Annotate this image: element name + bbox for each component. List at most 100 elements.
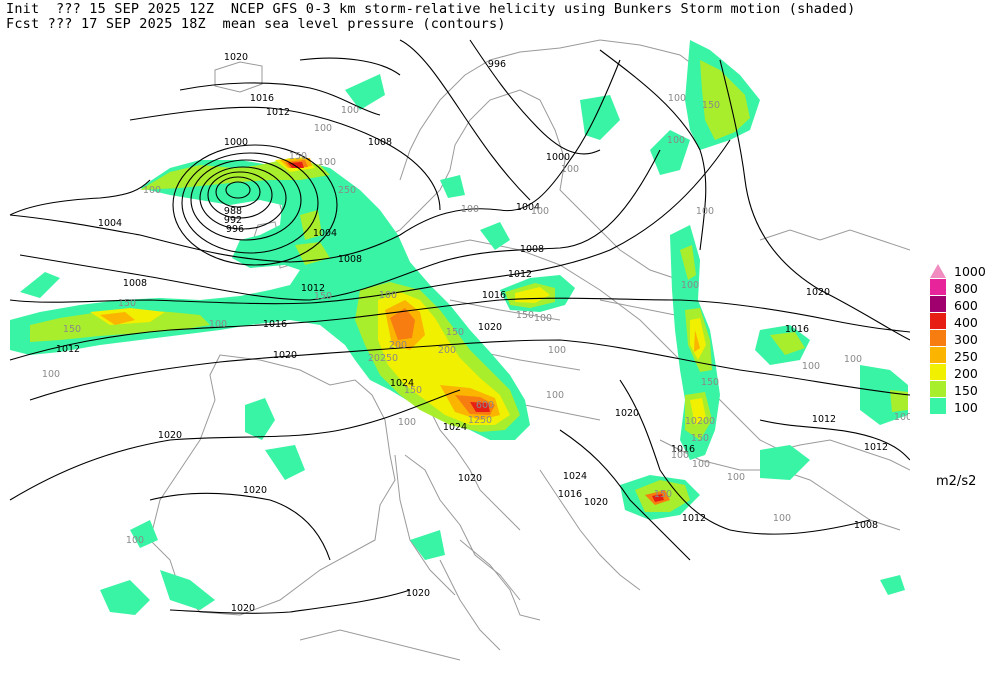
contour-label: 1012	[812, 414, 836, 425]
legend-item: 100	[930, 398, 1000, 415]
legend-swatch	[930, 279, 946, 295]
shade-value-label: 600	[476, 400, 494, 411]
shade-value-label: 100	[671, 450, 689, 461]
contour-label: 1020	[273, 350, 297, 361]
legend-item: 300	[930, 330, 1000, 347]
shade-value-label: 150	[702, 100, 720, 111]
contour-label: 1016	[558, 489, 582, 500]
legend-swatch	[930, 347, 946, 363]
shade-value-label: 100	[314, 123, 332, 134]
legend-label: 300	[954, 332, 978, 347]
legend-item: 400	[930, 313, 1000, 330]
legend-units: m2/s2	[936, 474, 977, 489]
contour-label: 1012	[864, 442, 888, 453]
legend-item: 1000	[930, 262, 1000, 279]
shade-value-label: 100	[546, 390, 564, 401]
contour-label: 1024	[563, 471, 587, 482]
contour-label: 1016	[785, 324, 809, 335]
shade-value-label: 100	[318, 157, 336, 168]
contour-label: 1016	[263, 319, 287, 330]
contour-label: 1016	[482, 290, 506, 301]
helicity-150	[30, 60, 908, 512]
helicity-shading	[10, 40, 908, 615]
legend-swatch	[930, 296, 946, 312]
legend-swatch	[930, 381, 946, 397]
shade-value-label: 150	[404, 385, 422, 396]
legend-label: 150	[954, 383, 978, 398]
shade-value-label: 100	[894, 412, 910, 423]
shade-value-label: 100	[667, 135, 685, 146]
legend-item: 600	[930, 296, 1000, 313]
legend-label: 1000	[954, 264, 986, 279]
shade-value-label: 100	[773, 513, 791, 524]
legend-swatch	[930, 313, 946, 329]
shade-value-label: 150	[314, 291, 332, 302]
shade-value-label: 100	[548, 345, 566, 356]
contour-label: 1020	[158, 430, 182, 441]
contour-label: 1012	[301, 283, 325, 294]
legend-label: 200	[954, 366, 978, 381]
legend-item: 150	[930, 381, 1000, 398]
shade-value-label: 1250	[468, 415, 492, 426]
contour-label: 1008	[854, 520, 878, 531]
contour-label: 1020	[615, 408, 639, 419]
contour-label: 1008	[338, 254, 362, 265]
legend-swatch	[930, 364, 946, 380]
shade-value-label: 100	[727, 472, 745, 483]
contour-label: 1020	[478, 322, 502, 333]
shade-value-label: 100	[534, 313, 552, 324]
contour-label: 1012	[266, 107, 290, 118]
shade-value-label: 200	[438, 345, 456, 356]
shade-value-label: 150	[516, 310, 534, 321]
legend-item: 200	[930, 364, 1000, 381]
contour-label: 1016	[250, 93, 274, 104]
shade-value-label: 100	[126, 535, 144, 546]
shade-value-label: 100	[379, 290, 397, 301]
shade-value-label: 250	[338, 185, 356, 196]
contour-label: 1024	[443, 422, 467, 433]
shade-value-label: 10200	[685, 416, 715, 427]
contour-label: 1008	[123, 278, 147, 289]
shade-value-label: 150	[118, 298, 136, 309]
legend-item: 250	[930, 347, 1000, 364]
shade-value-label: 100	[143, 185, 161, 196]
contour-label: 1008	[520, 244, 544, 255]
contour-label: 1004	[313, 228, 337, 239]
shade-value-label: 20250	[368, 353, 398, 364]
contour-label: 1012	[56, 344, 80, 355]
header-forecast-line: Fcst ??? 17 SEP 2025 18Z mean sea level …	[6, 16, 506, 32]
shade-value-label: 100	[802, 361, 820, 372]
contour-label: 1000	[224, 137, 248, 148]
legend-label: 250	[954, 349, 978, 364]
contour-label: 1024	[390, 378, 414, 389]
legend-swatch	[930, 264, 946, 278]
shade-value-label: 100	[844, 354, 862, 365]
shade-value-label: 200	[389, 340, 407, 351]
contour-label: 1008	[368, 137, 392, 148]
legend-label: 400	[954, 315, 978, 330]
shade-value-label: 150	[654, 489, 672, 500]
contour-label: 1020	[458, 473, 482, 484]
contour-label: 1012	[682, 513, 706, 524]
contour-label: 1004	[516, 202, 540, 213]
contour-label: 1000	[546, 152, 570, 163]
shade-value-label: 100	[561, 164, 579, 175]
shade-value-label: 150	[446, 327, 464, 338]
contour-label: 988	[224, 206, 242, 217]
shade-value-label: 100	[692, 459, 710, 470]
contour-label: 996	[488, 59, 506, 70]
header-init-line: Init ??? 15 SEP 2025 12Z NCEP GFS 0-3 km…	[6, 1, 856, 17]
contour-label: 1004	[98, 218, 122, 229]
contour-label: 1020	[806, 287, 830, 298]
contour-label: 1020	[243, 485, 267, 496]
shade-value-label: 150	[691, 433, 709, 444]
legend-label: 600	[954, 298, 978, 313]
shade-value-label: 100	[696, 206, 714, 217]
shade-value-label: 100	[209, 319, 227, 330]
shade-value-label: 100	[461, 204, 479, 215]
legend-item: 800	[930, 279, 1000, 296]
shade-value-label: 100	[681, 280, 699, 291]
legend-swatch	[930, 330, 946, 346]
